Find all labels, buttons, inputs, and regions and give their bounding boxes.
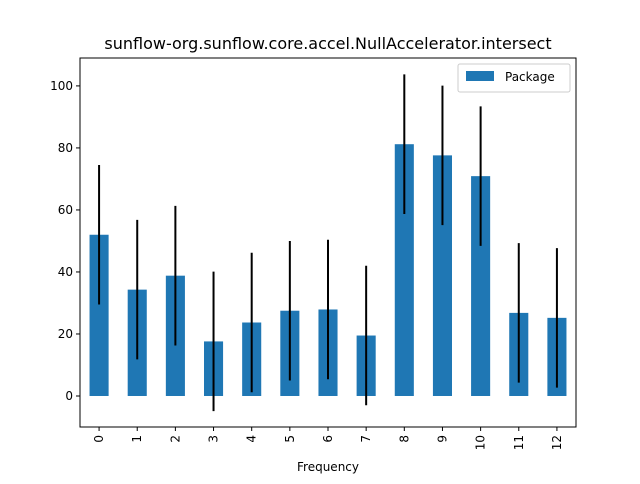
error-bars <box>98 74 558 412</box>
legend: Package <box>457 63 571 93</box>
x-tick-label: 2 <box>168 435 182 443</box>
x-tick-label: 1 <box>130 435 144 443</box>
x-tick-label: 12 <box>550 435 564 450</box>
bar-10 <box>471 176 491 396</box>
legend-label: Package <box>505 70 555 84</box>
bars <box>89 144 567 396</box>
x-axis-label: Frequency <box>297 460 359 474</box>
legend-swatch <box>466 71 494 81</box>
bar-0 <box>89 234 109 396</box>
x-tick-label: 7 <box>359 435 373 443</box>
x-tick-label: 0 <box>92 435 106 443</box>
y-tick-label: 60 <box>58 203 73 217</box>
x-tick-label: 6 <box>321 435 335 443</box>
y-tick-label: 100 <box>50 79 73 93</box>
x-axis: 0 1 2 3 4 5 6 7 8 9 10 11 12 <box>92 427 564 450</box>
y-tick-label: 20 <box>58 327 73 341</box>
x-tick-label: 4 <box>245 435 259 443</box>
x-tick-label: 11 <box>512 435 526 450</box>
bar-8 <box>394 144 414 396</box>
plot-frame <box>79 57 577 428</box>
x-tick-label: 10 <box>474 435 488 450</box>
y-axis: 0 20 40 60 80 100 <box>50 79 80 403</box>
y-tick-label: 40 <box>58 265 73 279</box>
x-tick-label: 8 <box>397 435 411 443</box>
chart-title: sunflow-org.sunflow.core.accel.NullAccel… <box>104 34 551 53</box>
y-tick-label: 0 <box>65 389 73 403</box>
y-tick-label: 80 <box>58 141 73 155</box>
x-tick-label: 5 <box>283 435 297 443</box>
x-tick-label: 3 <box>207 435 221 443</box>
x-tick-label: 9 <box>435 435 449 443</box>
bar-9 <box>432 155 452 396</box>
